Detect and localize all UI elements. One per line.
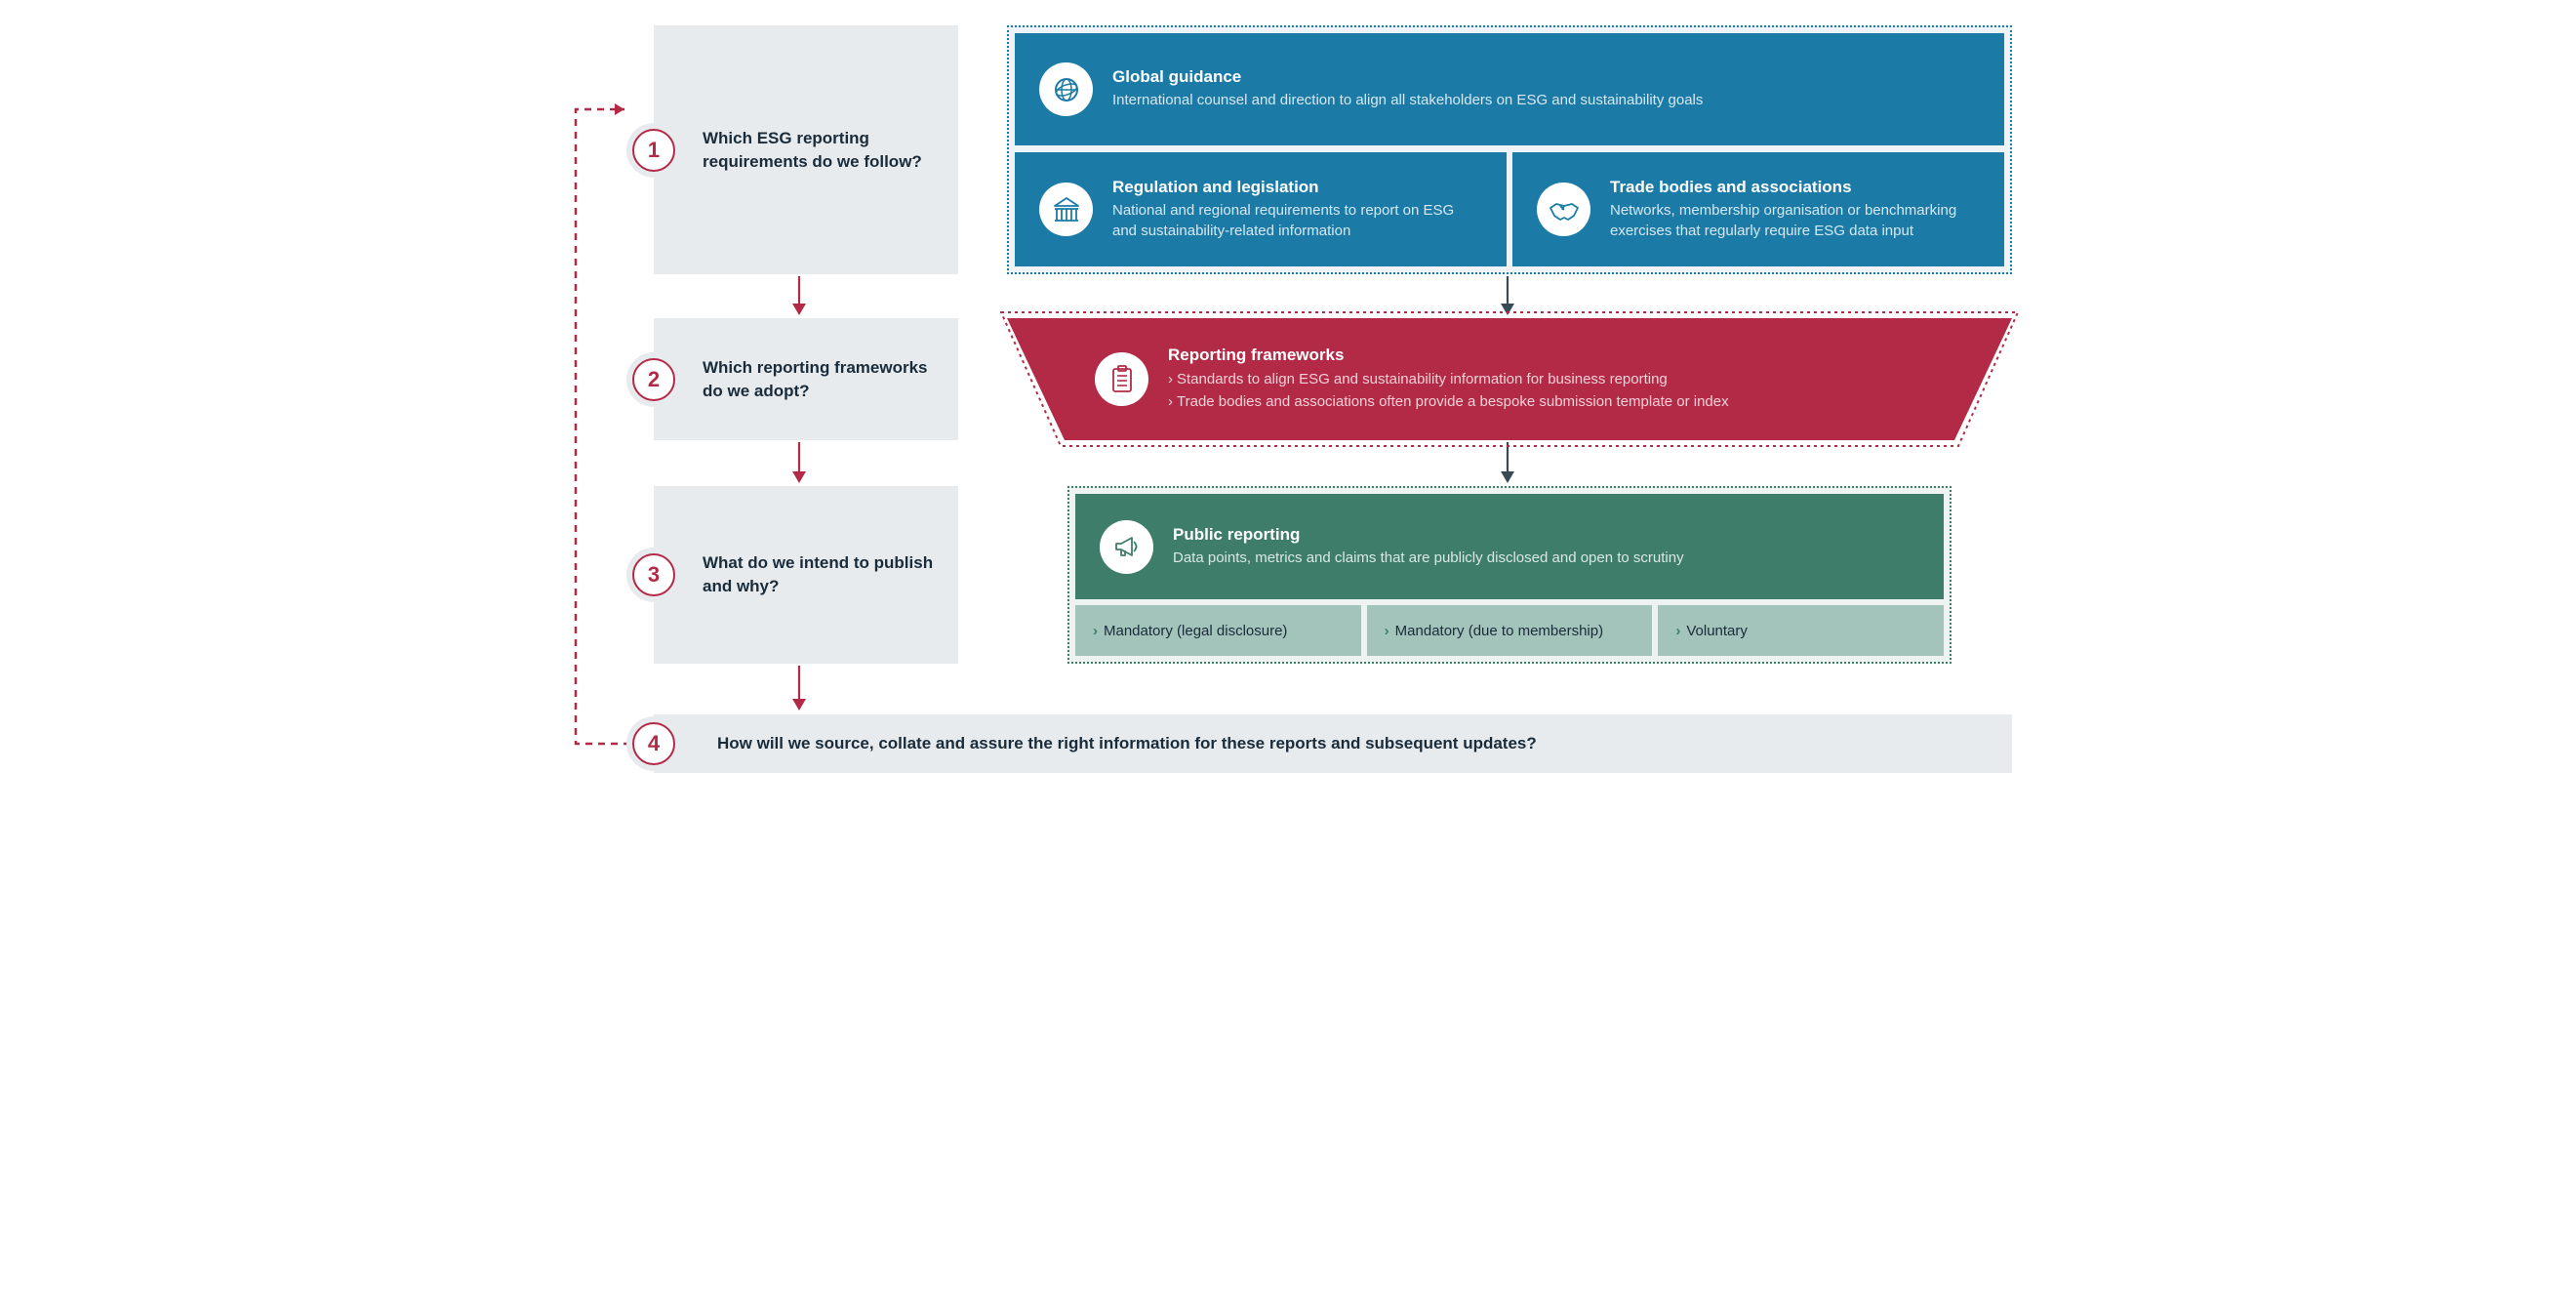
question-text-4: How will we source, collate and assure t… [717, 734, 1537, 753]
card-trade-bodies: Trade bodies and associations Networks, … [1512, 152, 2004, 266]
regulation-sub: National and regional requirements to re… [1112, 201, 1482, 241]
step-number-4: 4 [632, 722, 675, 765]
frameworks-line2: ›Trade bodies and associations often pro… [1168, 391, 1729, 414]
esg-flowchart: 1 Which ESG reporting requirements do we… [546, 20, 2030, 791]
section-frameworks: Reporting frameworks ›Standards to align… [1007, 318, 2012, 440]
arrow-sec2-sec3 [1498, 442, 1517, 485]
global-guidance-title: Global guidance [1112, 67, 1703, 87]
public-reporting-title: Public reporting [1173, 525, 1684, 545]
frameworks-title: Reporting frameworks [1168, 346, 1729, 365]
segment-mandatory-membership: ›Mandatory (due to membership) [1367, 605, 1653, 656]
question-box-1: 1 Which ESG reporting requirements do we… [654, 25, 958, 274]
segment-mandatory-legal: ›Mandatory (legal disclosure) [1075, 605, 1361, 656]
globe-icon [1039, 62, 1093, 116]
arrow-q1-q2 [789, 276, 809, 317]
trade-title: Trade bodies and associations [1610, 178, 1980, 197]
step-number-2: 2 [632, 358, 675, 401]
regulation-title: Regulation and legislation [1112, 178, 1482, 197]
question-text-3: What do we intend to publish and why? [703, 551, 939, 598]
question-box-2: 2 Which reporting frameworks do we adopt… [654, 318, 958, 440]
handshake-icon [1537, 183, 1590, 236]
card-public-reporting: Public reporting Data points, metrics an… [1075, 494, 1944, 599]
question-text-1: Which ESG reporting requirements do we f… [703, 127, 939, 174]
arrow-q2-q3 [789, 442, 809, 485]
card-regulation: Regulation and legislation National and … [1015, 152, 1507, 266]
arrow-q3-q4 [789, 666, 809, 712]
question-box-3: 3 What do we intend to publish and why? [654, 486, 958, 664]
clipboard-icon [1095, 352, 1148, 406]
section-requirements: Global guidance International counsel an… [1007, 25, 2012, 274]
segment-voluntary: ›Voluntary [1658, 605, 1944, 656]
trade-sub: Networks, membership organisation or ben… [1610, 201, 1980, 241]
public-reporting-sub: Data points, metrics and claims that are… [1173, 549, 1684, 568]
global-guidance-sub: International counsel and direction to a… [1112, 91, 1703, 110]
section-public-reporting: Public reporting Data points, metrics an… [1067, 486, 1952, 664]
frameworks-line1: ›Standards to align ESG and sustainabili… [1168, 369, 1729, 391]
building-icon [1039, 183, 1093, 236]
step-number-3: 3 [632, 553, 675, 596]
question-box-4: 4 How will we source, collate and assure… [654, 714, 2012, 773]
card-global-guidance: Global guidance International counsel an… [1015, 33, 2004, 145]
question-text-2: Which reporting frameworks do we adopt? [703, 356, 939, 403]
megaphone-icon [1100, 520, 1153, 574]
step-number-1: 1 [632, 129, 675, 172]
